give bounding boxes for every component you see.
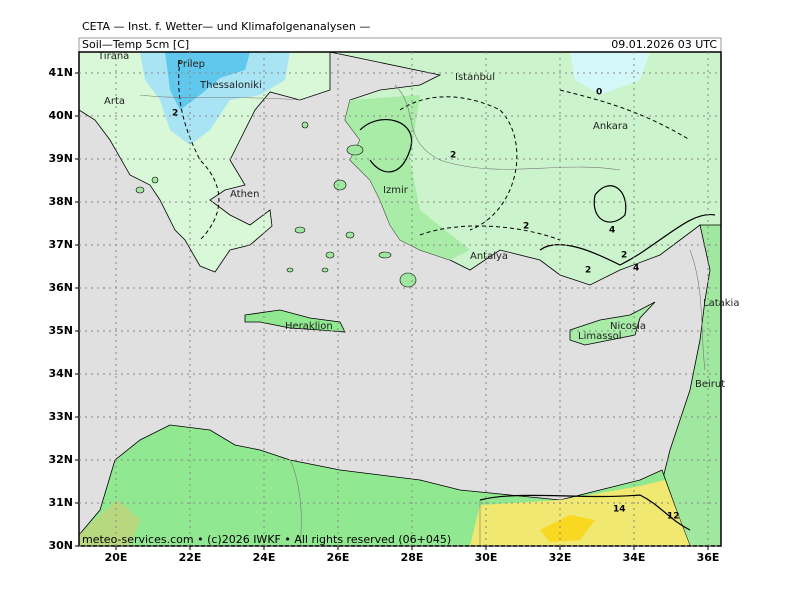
y-tick-label: 37N	[48, 238, 73, 251]
y-tick-label: 40N	[48, 109, 73, 122]
y-tick-label: 39N	[48, 152, 73, 165]
egypt-hot	[540, 515, 595, 542]
city-label: Tirana	[97, 51, 129, 62]
y-tick-label: 41N	[48, 66, 73, 79]
x-tick-label: 32E	[549, 551, 572, 564]
x-tick-label: 30E	[475, 551, 498, 564]
contour-label: 4	[633, 264, 639, 274]
city-label: Beirut	[695, 379, 725, 390]
contour-label: 0	[596, 88, 602, 98]
header: CETA — Inst. f. Wetter— und Klimafolgena…	[82, 20, 370, 33]
city-label: Ankara	[593, 121, 628, 132]
levant	[659, 224, 721, 546]
y-tick-label: 30N	[48, 539, 73, 552]
subtitle: Soil—Temp 5cm [C]	[82, 38, 189, 51]
x-tick-label: 22E	[179, 551, 202, 564]
islands	[135, 121, 417, 288]
city-label: Antalya	[470, 251, 508, 262]
y-tick-label: 38N	[48, 195, 73, 208]
y-tick-label: 34N	[48, 367, 73, 380]
city-label: Prilep	[177, 59, 205, 70]
contour-labels: 2 0 2 2 4 2 2 4 14 12	[172, 88, 680, 522]
y-tick-label: 36N	[48, 281, 73, 294]
contour-label: 12	[667, 512, 680, 522]
city-label: Thessaloniki	[199, 80, 262, 91]
x-tick-label: 36E	[697, 551, 720, 564]
city-label: Latakia	[703, 298, 739, 309]
black-sea-coast	[570, 52, 650, 95]
footer: meteo-services.com • (c)2026 IWKF • All …	[82, 533, 451, 546]
city-label: Istanbul	[455, 72, 495, 83]
contour-label: 2	[172, 109, 178, 119]
contour-label: 14	[613, 505, 626, 515]
city-label: Izmir	[383, 185, 409, 196]
x-tick-label: 24E	[253, 551, 276, 564]
date: 09.01.2026 03 UTC	[611, 38, 717, 51]
contour-label: 2	[585, 266, 591, 276]
y-tick-label: 35N	[48, 324, 73, 337]
frame	[78, 51, 722, 547]
city-labels: Tirana Prilep Thessaloniki Arta Athen Is…	[97, 51, 739, 390]
x-tick-label: 28E	[401, 551, 424, 564]
contour-label: 4	[609, 226, 615, 236]
y-tick-label: 33N	[48, 410, 73, 423]
y-tick-label: 32N	[48, 453, 73, 466]
cold-core	[165, 52, 250, 110]
anatolia-west	[345, 95, 470, 260]
city-label: Arta	[104, 96, 125, 107]
contours	[178, 59, 716, 531]
contour-label: 2	[621, 251, 627, 261]
city-label: Heraklion	[285, 321, 333, 332]
map-area	[79, 52, 721, 546]
city-label: Athen	[230, 189, 259, 200]
city-label: Nicosia	[610, 321, 646, 332]
x-tick-label: 20E	[105, 551, 128, 564]
balkans	[79, 52, 331, 273]
y-tick-label: 31N	[48, 496, 73, 509]
contour-label: 2	[523, 222, 529, 232]
contour-label: 2	[450, 151, 456, 161]
x-tick-label: 26E	[327, 551, 350, 564]
egypt-warm	[470, 480, 690, 546]
libya-coast	[79, 500, 140, 546]
x-tick-label: 34E	[623, 551, 646, 564]
borders	[139, 84, 706, 546]
city-label: Limassol	[578, 331, 622, 342]
